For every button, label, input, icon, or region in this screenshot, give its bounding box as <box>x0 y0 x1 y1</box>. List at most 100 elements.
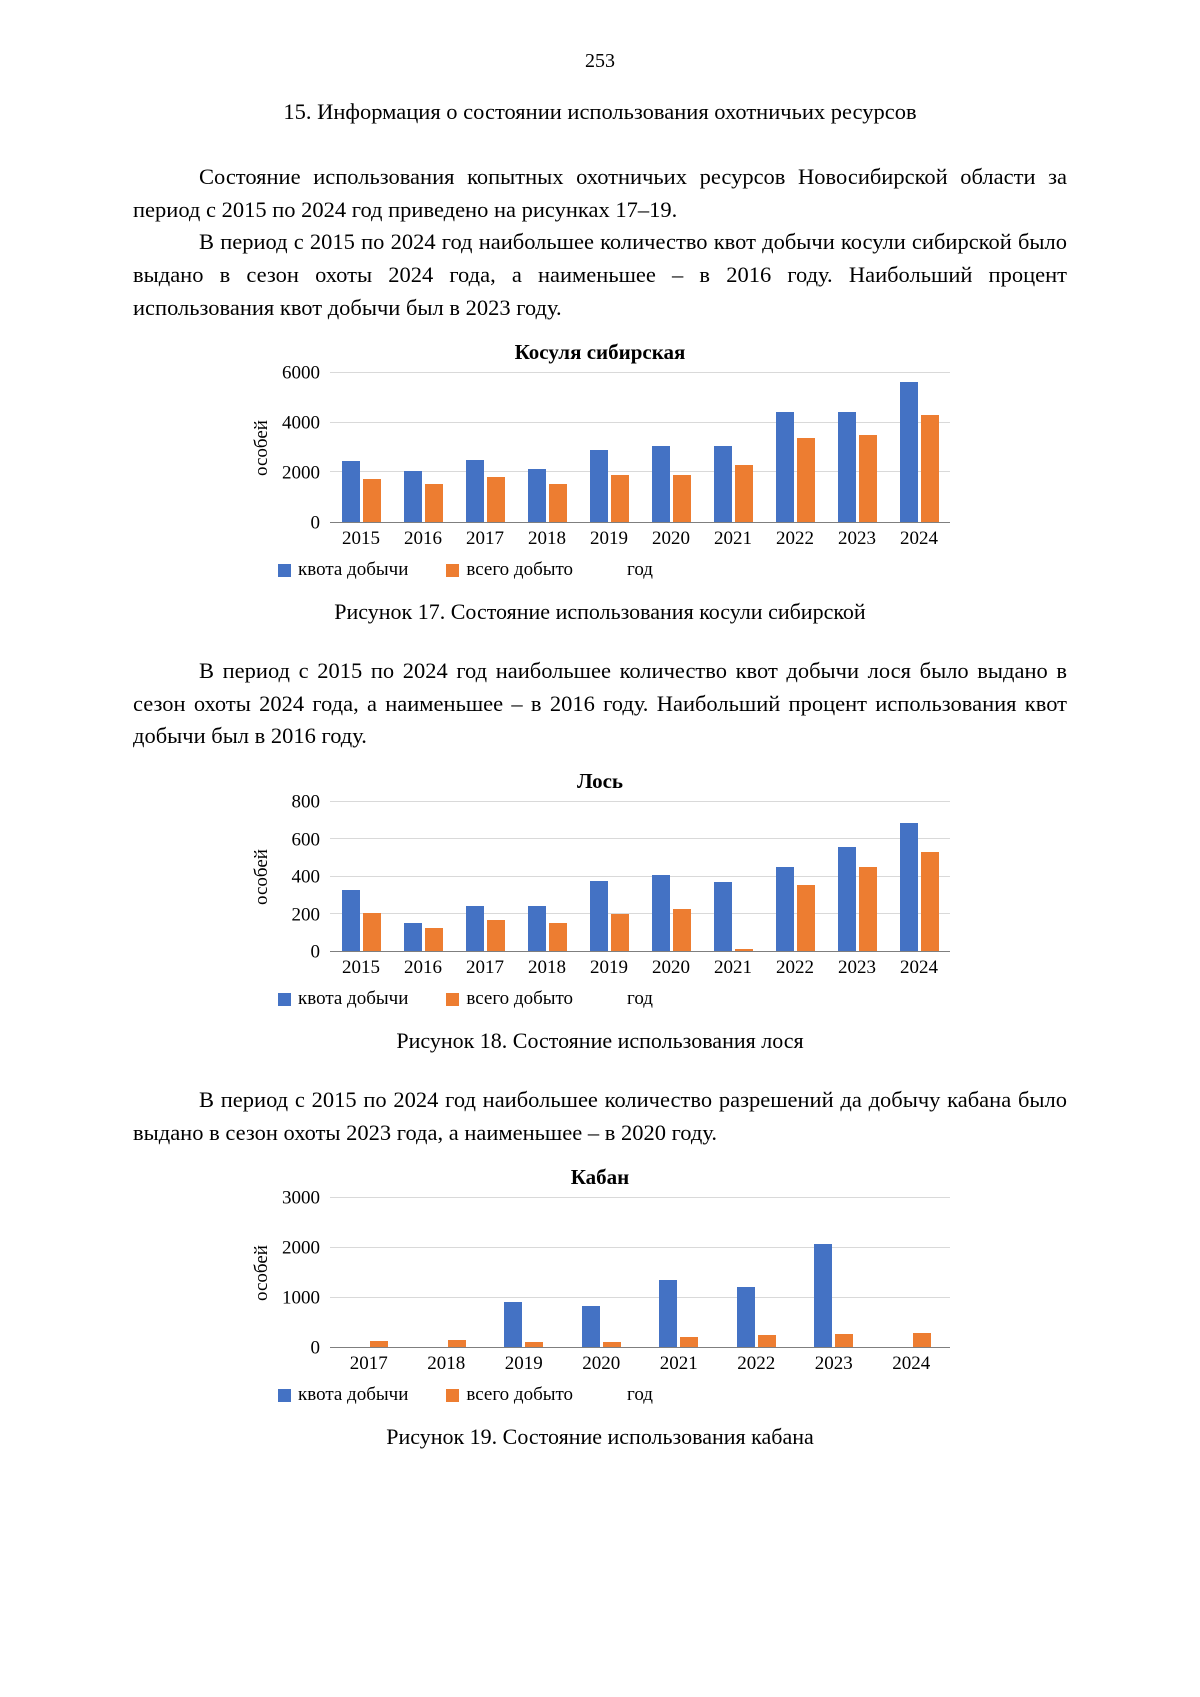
chart-title: Косуля сибирская <box>514 340 686 365</box>
plot-area <box>330 372 950 524</box>
x-tick-label: 2020 <box>652 528 690 550</box>
bar-group <box>795 1198 873 1348</box>
bar-quota <box>775 411 794 523</box>
bar-harvest <box>610 474 629 523</box>
gridline <box>330 372 950 374</box>
bar-group <box>563 1198 641 1348</box>
bar-quota <box>899 381 918 523</box>
y-tick-label: 1000 <box>282 1287 320 1309</box>
bar-harvest <box>424 927 443 951</box>
x-tick-label: 2015 <box>342 957 380 978</box>
bar-quota <box>589 450 608 523</box>
bar-quota <box>465 906 484 951</box>
bar-harvest <box>734 949 753 951</box>
bar-group <box>578 373 640 523</box>
x-tick-label: 2022 <box>776 528 814 550</box>
x-axis-title: год <box>627 988 653 1009</box>
bar-quota <box>736 1286 755 1348</box>
chart-kaban: Кабан особей 0 1000 2000 3000 2017 2018 2019 2… <box>250 1165 950 1450</box>
legend: квота добычи всего добыто <box>278 1384 573 1406</box>
bar-harvest <box>858 435 877 523</box>
bar-harvest <box>610 913 629 951</box>
plot-wrap: 2015 2016 2017 2018 2019 2020 2021 2022 2023 2024 <box>330 372 950 550</box>
y-axis-title: особей <box>251 420 272 477</box>
bar-harvest <box>835 1334 854 1348</box>
legend-swatch <box>278 1388 291 1402</box>
x-tick-label: 2016 <box>404 957 442 978</box>
bar-group <box>640 802 702 951</box>
x-tick-label: 2018 <box>427 1353 466 1375</box>
bar-quota <box>341 890 360 951</box>
chart-title: Лось <box>576 769 624 793</box>
x-tick-label: 2015 <box>342 528 380 550</box>
gridline <box>330 421 950 423</box>
y-tick-labels: 0 1000 2000 3000 <box>274 1189 330 1358</box>
x-axis-title: год <box>627 1384 653 1406</box>
x-axis-title: год <box>627 559 653 581</box>
bar-quota <box>651 874 670 951</box>
bar-quota <box>504 1301 523 1348</box>
chart-body: особей 0 1000 2000 3000 2017 2018 2019 2020 202… <box>250 1189 950 1375</box>
gridline <box>330 912 950 914</box>
gridline <box>330 1246 950 1248</box>
legend-row: квота добычи всего добыто год <box>250 559 950 585</box>
legend-item: всего добыто <box>446 1384 573 1406</box>
legend-swatch <box>278 992 291 1006</box>
x-tick-label: 2019 <box>590 528 628 550</box>
y-tick-label: 200 <box>291 904 321 925</box>
y-tick-label: 2000 <box>282 462 320 484</box>
y-tick-label: 6000 <box>282 362 320 384</box>
y-tick-label: 800 <box>291 791 321 813</box>
legend: квота добычи всего добыто <box>278 559 573 581</box>
bar-group <box>330 802 392 951</box>
bar-group <box>330 1198 408 1348</box>
plot-wrap: 2017 2018 2019 2020 2021 2022 2023 2024 <box>330 1197 950 1375</box>
legend-label: квота добычи <box>298 988 409 1009</box>
page-number: 253 <box>585 50 615 72</box>
chart-caption: Рисунок 19. Состояние использования каба… <box>386 1424 814 1450</box>
bar-quota <box>837 846 856 951</box>
bar-harvest <box>912 1332 931 1348</box>
gridline <box>330 471 950 473</box>
bar-group <box>764 373 826 523</box>
gridlines <box>330 1197 950 1347</box>
bar-harvest <box>548 483 567 523</box>
bar-harvest <box>796 437 815 523</box>
bar-group <box>702 802 764 951</box>
x-tick-label: 2024 <box>900 957 938 978</box>
bar-group <box>764 802 826 951</box>
y-tick-labels: 0 2000 4000 6000 <box>274 364 330 533</box>
x-tick-label: 2019 <box>504 1353 543 1375</box>
bar-quota <box>403 923 422 951</box>
bar-harvest <box>370 1340 389 1348</box>
bar-group <box>826 802 888 951</box>
plot-area <box>330 1197 950 1349</box>
bar-group <box>702 373 764 523</box>
y-tick-label: 0 <box>310 941 321 963</box>
bar-group <box>640 373 702 523</box>
bar-group <box>516 802 578 951</box>
y-axis-title: особей <box>251 849 272 905</box>
legend-item: всего добыто <box>446 559 573 581</box>
y-tick-label: 2000 <box>282 1237 320 1259</box>
x-tick-labels: 2015 2016 2017 2018 2019 2020 2021 2022 2023 2024 <box>330 957 950 979</box>
bar-quota <box>527 468 546 523</box>
bar-quota <box>589 881 608 951</box>
gridline <box>330 838 950 840</box>
paragraph-kaban: В период с 2015 по 2024 год наибольшее к… <box>133 1087 1067 1145</box>
x-tick-label: 2022 <box>737 1353 776 1375</box>
bar-harvest <box>672 909 691 951</box>
bar-harvest <box>757 1335 776 1348</box>
bar-quota <box>581 1305 600 1348</box>
legend-swatch <box>446 992 460 1006</box>
bar-harvest <box>424 483 443 523</box>
bar-group <box>516 373 578 523</box>
legend-row: квота добычи всего добыто год <box>250 1384 950 1410</box>
bar-quota <box>837 411 856 523</box>
chart-title: Кабан <box>570 1165 630 1190</box>
chart-caption: Рисунок 18. Состояние использования лося <box>396 1028 804 1053</box>
gridlines <box>330 372 950 522</box>
y-tick-label: 400 <box>291 866 321 888</box>
bar-group <box>392 802 454 951</box>
y-axis-title: особей <box>251 1245 272 1302</box>
